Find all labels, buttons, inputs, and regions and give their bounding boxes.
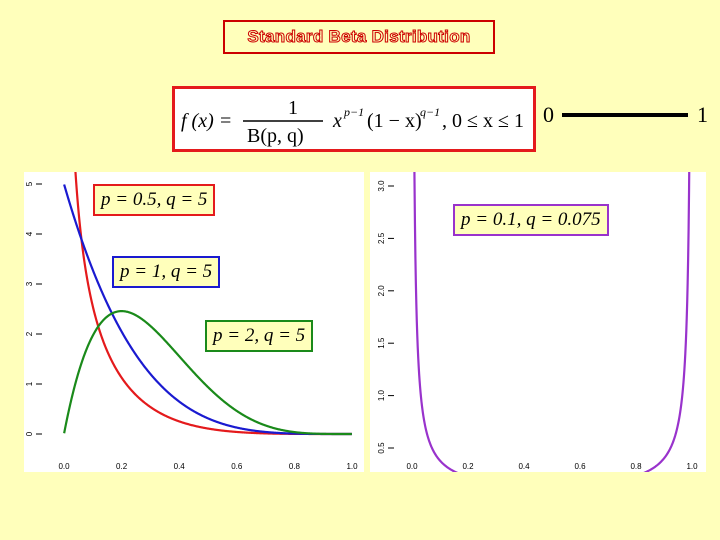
y-tick-label: 0	[25, 431, 34, 436]
range-line	[562, 113, 688, 117]
formula-box: f (x) = 1 B(p, q) x p−1 (1 − x) q−1 , 0 …	[172, 86, 536, 152]
x-tick-label: 1.0	[346, 462, 358, 471]
title-box: Standard Beta Distribution	[223, 20, 495, 54]
formula-mid: (1 − x)	[367, 110, 422, 132]
legend-red: p = 0.5, q = 5	[93, 184, 216, 216]
x-tick-label: 0.4	[174, 462, 186, 471]
x-tick-label: 0.8	[630, 462, 642, 471]
formula-denominator: B(p, q)	[247, 125, 304, 147]
legend-green: p = 2, q = 5	[205, 320, 314, 352]
formula-exp1: p−1	[343, 105, 364, 119]
legend-purple: p = 0.1, q = 0.075	[453, 204, 609, 236]
y-tick-label: 3	[25, 281, 34, 286]
y-tick-label: 1	[25, 381, 34, 386]
y-tick-label: 1.0	[377, 389, 386, 401]
range-end-label: 1	[697, 102, 708, 127]
y-tick-label: 3.0	[377, 180, 386, 192]
beta-density-formula: f (x) = 1 B(p, q) x p−1 (1 − x) q−1 , 0 …	[181, 97, 524, 147]
x-tick-label: 1.0	[686, 462, 698, 471]
chart-title: Standard Beta Distribution	[247, 27, 471, 47]
y-tick-label: 2.0	[377, 285, 386, 297]
formula-numerator: 1	[288, 97, 298, 119]
x-tick-label: 0.0	[406, 462, 418, 471]
y-tick-label: 1.5	[377, 337, 386, 349]
y-tick-label: 4	[25, 231, 34, 236]
x-tick-label: 0.2	[116, 462, 128, 471]
series-line	[63, 184, 352, 436]
legend-blue: p = 1, q = 5	[112, 256, 221, 288]
formula-lhs: f (x) =	[181, 110, 232, 132]
left-chart: 0 1 2 3 4 5 0.0 0.2 0.4 0.6 0.8 1.0	[25, 132, 358, 471]
y-tick-label: 5	[25, 181, 34, 186]
y-tick-label: 2.5	[377, 232, 386, 244]
y-tick-label: 2	[25, 331, 34, 336]
x-tick-label: 0.6	[574, 462, 586, 471]
formula-x: x	[332, 110, 342, 132]
series-line	[63, 310, 352, 436]
x-tick-label: 0.4	[518, 462, 530, 471]
range-start-label: 0	[543, 102, 554, 127]
x-tick-label: 0.8	[289, 462, 301, 471]
formula-exp2: q−1	[420, 105, 440, 119]
x-tick-label: 0.6	[231, 462, 243, 471]
y-tick-label: 0.5	[377, 442, 386, 454]
formula-condition: , 0 ≤ x ≤ 1	[442, 110, 524, 132]
x-tick-label: 0.0	[58, 462, 70, 471]
x-tick-label: 0.2	[462, 462, 474, 471]
